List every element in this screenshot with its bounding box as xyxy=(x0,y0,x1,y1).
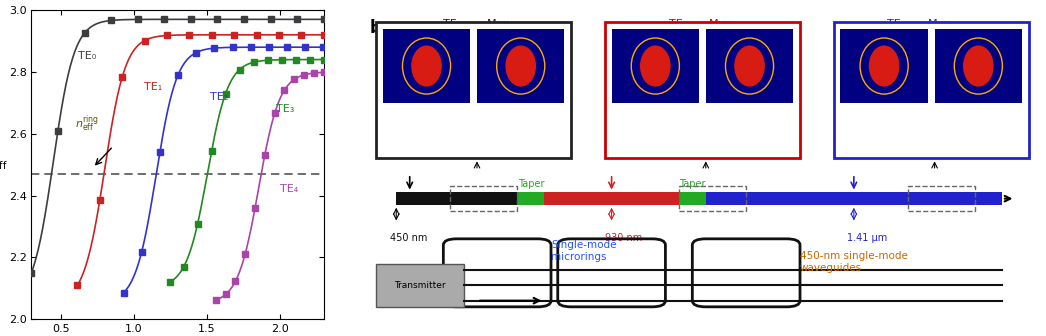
Ellipse shape xyxy=(869,45,900,87)
Text: TE: TE xyxy=(668,19,682,29)
Bar xyxy=(518,193,544,205)
Bar xyxy=(612,29,699,103)
Text: Mux: Mux xyxy=(709,19,732,29)
Text: Taper: Taper xyxy=(518,179,544,190)
Text: 450 nm: 450 nm xyxy=(389,233,427,243)
Ellipse shape xyxy=(505,45,536,87)
Bar xyxy=(396,193,518,205)
Text: ₂: ₂ xyxy=(905,19,908,28)
Bar xyxy=(934,29,1022,103)
Bar xyxy=(377,263,463,307)
Text: Mux: Mux xyxy=(487,19,510,29)
Text: Mux: Mux xyxy=(928,19,951,29)
Text: TE₂: TE₂ xyxy=(210,92,228,101)
Bar xyxy=(477,29,565,103)
Bar xyxy=(383,29,471,103)
Bar xyxy=(908,186,975,211)
Bar xyxy=(840,29,928,103)
Bar xyxy=(679,193,706,205)
Bar xyxy=(706,29,793,103)
Text: Single-mode
microrings: Single-mode microrings xyxy=(551,240,616,262)
Bar xyxy=(834,23,1029,159)
Text: Transmitter: Transmitter xyxy=(394,281,446,290)
Bar xyxy=(544,193,679,205)
Text: TE₃: TE₃ xyxy=(276,104,294,114)
Text: 1.41 μm: 1.41 μm xyxy=(847,233,887,243)
Text: TE₀: TE₀ xyxy=(78,51,96,61)
Bar xyxy=(679,186,746,211)
Ellipse shape xyxy=(411,45,441,87)
Ellipse shape xyxy=(640,45,670,87)
Y-axis label: $n_{\rm eff}$: $n_{\rm eff}$ xyxy=(0,158,8,172)
Text: TE₁: TE₁ xyxy=(144,82,162,92)
Text: Taper: Taper xyxy=(679,179,706,190)
Ellipse shape xyxy=(734,45,765,87)
Bar xyxy=(377,23,571,159)
Text: ₀: ₀ xyxy=(460,19,463,28)
Text: $n_{\rm eff}^{\rm ring}$: $n_{\rm eff}^{\rm ring}$ xyxy=(75,113,99,134)
Text: TE₄: TE₄ xyxy=(280,184,298,194)
Text: ₁: ₁ xyxy=(685,19,689,28)
Text: TE: TE xyxy=(444,19,457,29)
Text: 450-nm single-mode
waveguides: 450-nm single-mode waveguides xyxy=(800,251,908,273)
Bar xyxy=(706,193,1002,205)
Text: b: b xyxy=(369,19,381,37)
Bar xyxy=(605,23,800,159)
Text: 930 nm: 930 nm xyxy=(605,233,642,243)
Text: TE: TE xyxy=(887,19,901,29)
Ellipse shape xyxy=(963,45,994,87)
Bar xyxy=(450,186,518,211)
